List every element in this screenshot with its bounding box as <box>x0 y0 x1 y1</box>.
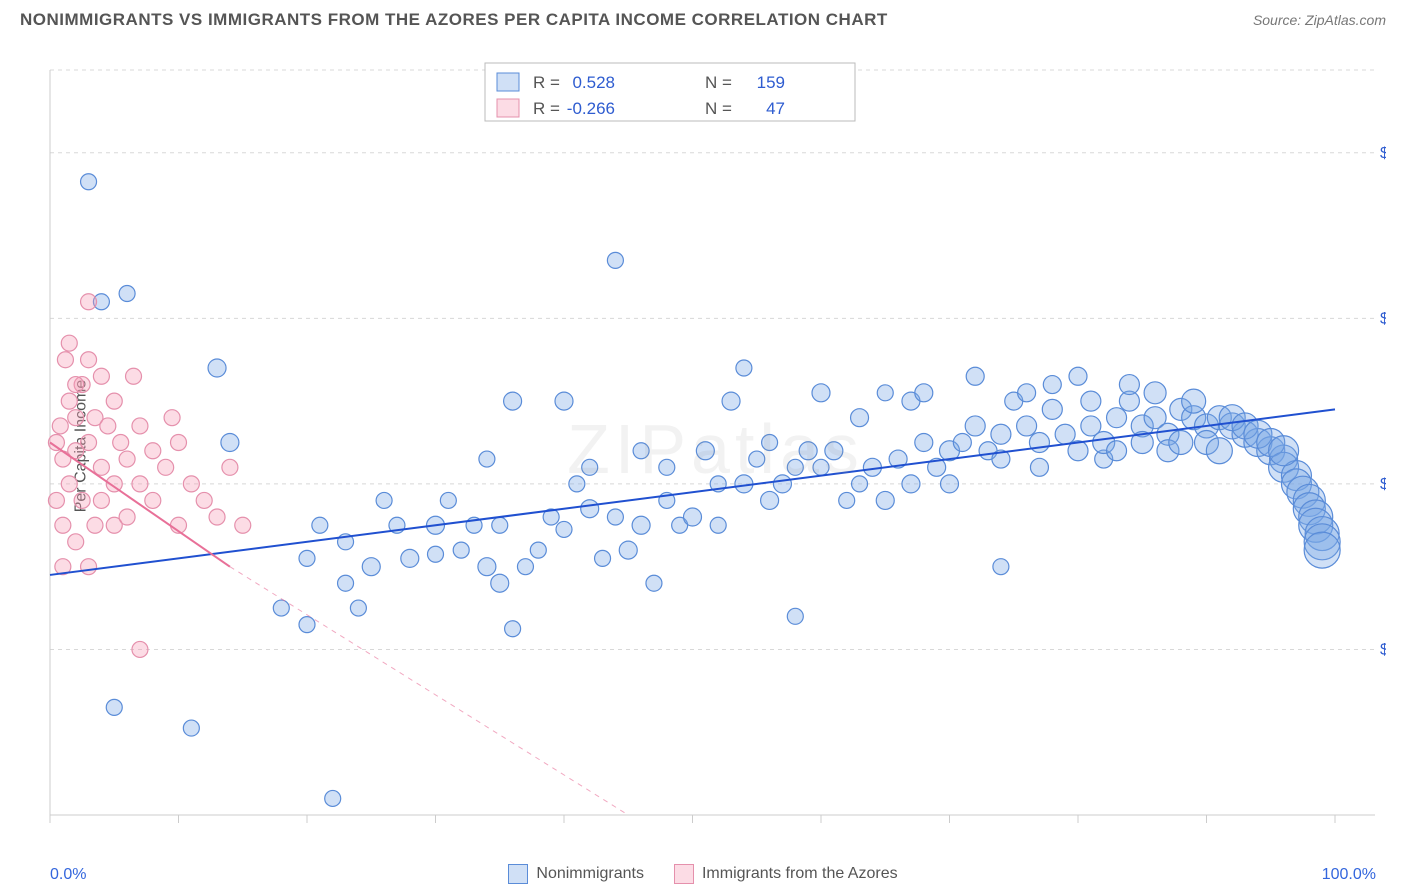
legend-swatch-icon <box>674 864 694 884</box>
svg-text:$20,000: $20,000 <box>1380 641 1386 658</box>
svg-text:$80,000: $80,000 <box>1380 145 1386 162</box>
bottom-legend: Nonimmigrants Immigrants from the Azores <box>0 864 1406 884</box>
svg-text:N =: N = <box>705 73 732 92</box>
svg-text:N =: N = <box>705 99 732 118</box>
chart-source: Source: ZipAtlas.com <box>1253 12 1386 28</box>
scatter-chart: $20,000 $40,000 $60,000 $80,000 R = 0.528 N =… <box>45 45 1386 852</box>
chart-container: $20,000 $40,000 $60,000 $80,000 R = 0.528 N =… <box>45 45 1386 852</box>
legend-swatch-icon <box>508 864 528 884</box>
legend-item-nonimmigrants: Nonimmigrants <box>508 864 644 884</box>
legend-label: Immigrants from the Azores <box>702 865 898 883</box>
svg-text:-0.266: -0.266 <box>567 99 615 118</box>
svg-text:R =: R = <box>533 73 560 92</box>
svg-text:$60,000: $60,000 <box>1380 310 1386 327</box>
legend-label: Nonimmigrants <box>536 865 644 883</box>
svg-text:$40,000: $40,000 <box>1380 476 1386 493</box>
chart-header: NONIMMIGRANTS VS IMMIGRANTS FROM THE AZO… <box>0 0 1406 35</box>
chart-title: NONIMMIGRANTS VS IMMIGRANTS FROM THE AZO… <box>20 10 888 30</box>
svg-text:R =: R = <box>533 99 560 118</box>
svg-text:47: 47 <box>766 99 785 118</box>
legend-item-immigrants: Immigrants from the Azores <box>674 864 898 884</box>
svg-text:159: 159 <box>757 73 785 92</box>
svg-text:0.528: 0.528 <box>572 73 615 92</box>
